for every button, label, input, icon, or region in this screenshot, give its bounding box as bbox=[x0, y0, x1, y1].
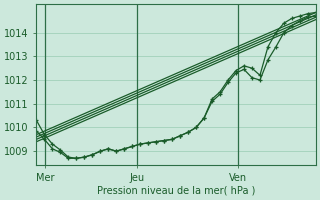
X-axis label: Pression niveau de la mer( hPa ): Pression niveau de la mer( hPa ) bbox=[97, 186, 255, 196]
